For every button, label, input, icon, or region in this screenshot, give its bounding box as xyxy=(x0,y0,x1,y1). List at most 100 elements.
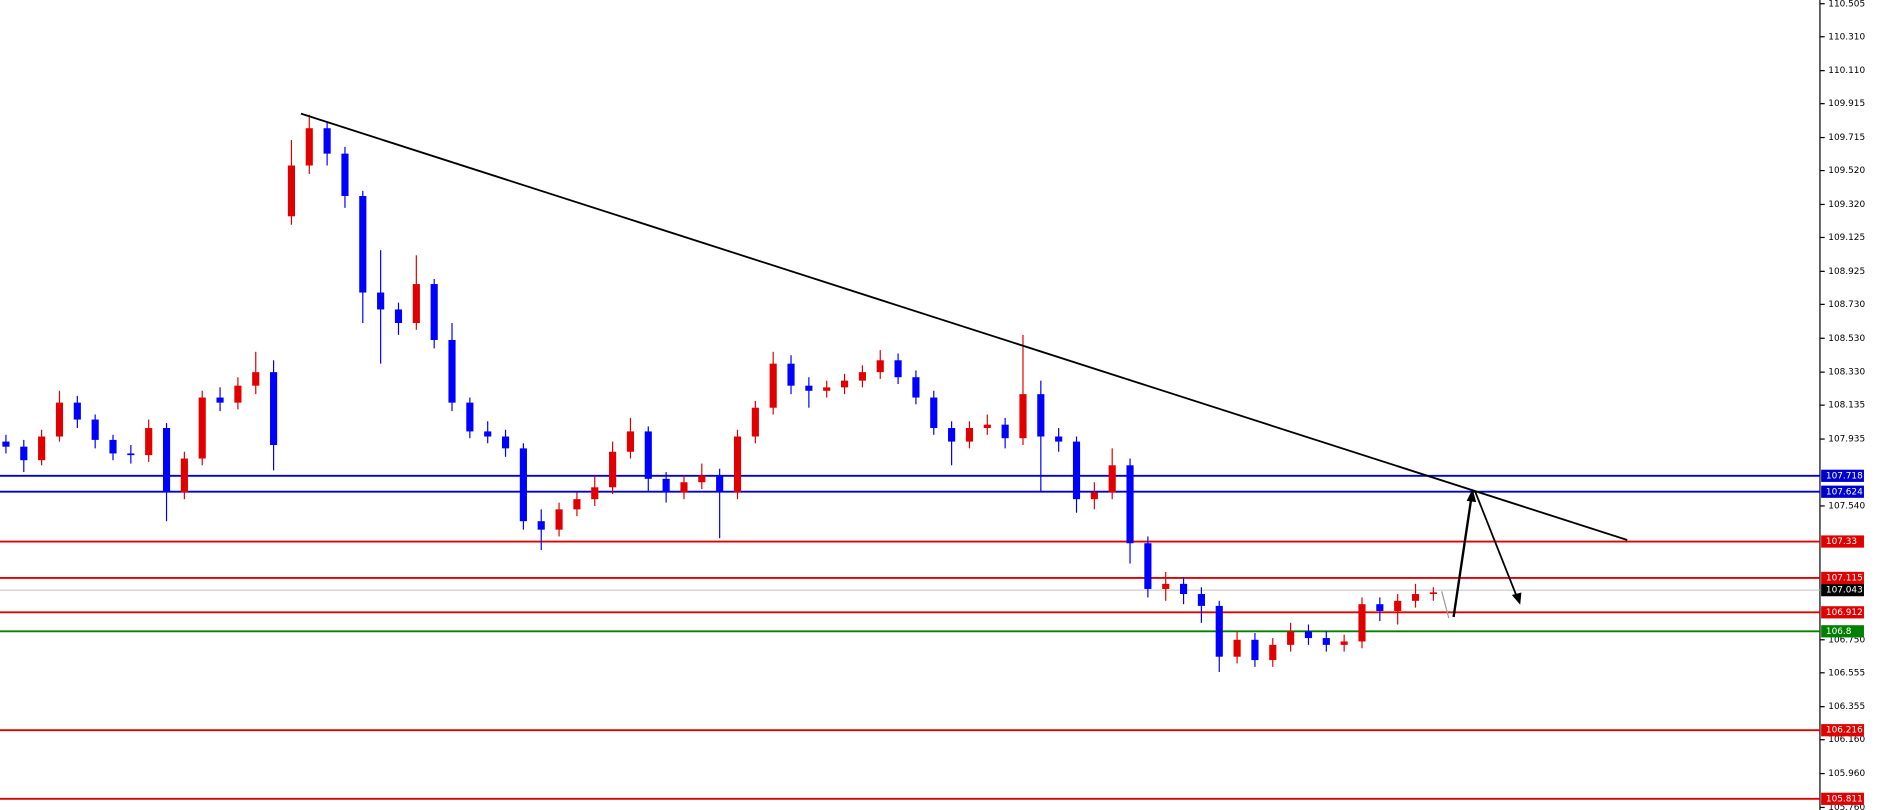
candle-body xyxy=(305,128,313,166)
candle-body xyxy=(1019,394,1027,439)
candle-body xyxy=(965,428,974,442)
level-tag xyxy=(1821,535,1864,548)
y-tick-label: 109.320 xyxy=(1828,200,1865,210)
y-tick-label: 106.355 xyxy=(1828,702,1865,712)
candle-body xyxy=(662,478,670,493)
y-tick-label: 105.960 xyxy=(1828,769,1865,779)
candle-body xyxy=(823,387,831,391)
level-label: 107.718 xyxy=(1826,471,1863,481)
y-tick-label: 108.530 xyxy=(1828,334,1865,344)
current-price-label: 107.043 xyxy=(1826,586,1863,596)
y-tick-label: 108.330 xyxy=(1828,368,1865,378)
y-tick-label: 109.520 xyxy=(1828,166,1865,176)
candle-body xyxy=(2,441,10,447)
candle-body xyxy=(216,397,224,403)
candle-body xyxy=(1072,441,1081,500)
candle-body xyxy=(377,292,385,310)
candle-body xyxy=(698,475,706,483)
level-tag xyxy=(1821,724,1864,737)
candle-body xyxy=(1001,424,1009,439)
candle-body xyxy=(359,195,367,293)
level-tag xyxy=(1821,606,1864,619)
candle-body xyxy=(1090,492,1098,500)
candle-body xyxy=(270,372,278,445)
candle-body xyxy=(858,372,866,381)
projection xyxy=(1441,591,1450,619)
y-tick-label: 105.760 xyxy=(1828,803,1865,810)
level-label: 105.811 xyxy=(1826,794,1863,804)
candle-body xyxy=(1376,604,1384,611)
candle-body xyxy=(609,451,617,488)
candle-body xyxy=(1179,583,1188,595)
y-tick-label: 109.715 xyxy=(1828,133,1865,143)
candle-body xyxy=(680,482,688,493)
candle-body xyxy=(573,499,581,510)
arrow-up-head xyxy=(1466,488,1477,503)
level-label: 106.216 xyxy=(1826,726,1863,736)
levels xyxy=(0,474,1820,800)
y-tick-label: 110.505 xyxy=(1828,0,1865,9)
candle-body xyxy=(1108,465,1116,493)
candle-body xyxy=(91,419,99,440)
candle-body xyxy=(716,475,724,493)
candle-body xyxy=(1215,605,1223,657)
axis-labels: 110.505 110.310 110.110 109.915 109.715 109.5… xyxy=(1819,0,1865,810)
candle-body xyxy=(341,153,349,196)
candle-body xyxy=(733,436,742,493)
candle-body xyxy=(751,407,759,437)
arrow-up xyxy=(1452,497,1473,618)
y-tick-label: 108.135 xyxy=(1828,401,1865,411)
level-label: 107.624 xyxy=(1826,487,1863,497)
candle-body xyxy=(644,431,652,479)
candle-body xyxy=(180,458,188,493)
y-tick-label: 109.125 xyxy=(1828,233,1865,243)
candle-body xyxy=(448,339,456,403)
level-label: 106.912 xyxy=(1826,608,1863,618)
candle-body xyxy=(876,360,884,373)
candle-body xyxy=(1197,594,1205,606)
trend-line xyxy=(300,112,1628,541)
candle-body xyxy=(162,428,171,493)
candle-body xyxy=(145,428,153,456)
candle-body xyxy=(1429,592,1437,595)
candle-body xyxy=(1394,600,1402,611)
candle-body xyxy=(412,284,420,324)
candle-body xyxy=(1287,631,1295,645)
candle-body xyxy=(234,385,242,403)
level-tag xyxy=(1821,469,1864,482)
y-tick-label: 107.935 xyxy=(1828,434,1865,444)
level-label: 107.33 xyxy=(1826,537,1857,547)
y-tick-label: 106.750 xyxy=(1828,635,1865,645)
candle-body xyxy=(537,521,545,530)
candle-body xyxy=(127,453,135,456)
y-tick-label: 106.555 xyxy=(1828,668,1865,678)
candle-body xyxy=(20,446,28,461)
candle-body xyxy=(1126,465,1134,544)
arrow-down-head xyxy=(1511,592,1522,605)
y-tick-label: 107.540 xyxy=(1828,501,1865,511)
candle-body xyxy=(912,377,920,398)
candle-body xyxy=(252,372,260,386)
candles xyxy=(2,114,1437,672)
level-label: 107.115 xyxy=(1826,573,1863,583)
y-tick-label: 110.310 xyxy=(1828,32,1865,42)
candle-body xyxy=(38,436,46,461)
candle-body xyxy=(55,402,64,437)
current-price-tag xyxy=(1821,584,1864,597)
candle-body xyxy=(501,436,510,449)
candle-body xyxy=(1340,641,1348,645)
candle-body xyxy=(555,509,563,530)
candle-body xyxy=(484,431,492,437)
candle-body xyxy=(769,363,777,408)
candle-body xyxy=(983,424,991,429)
candle-body xyxy=(787,363,795,386)
candle-body xyxy=(805,385,813,391)
candle-body xyxy=(1144,543,1152,589)
level-tag xyxy=(1821,485,1864,498)
candle-body xyxy=(1233,639,1241,657)
candle-body xyxy=(466,402,474,432)
candle-body xyxy=(323,128,331,154)
candle-body xyxy=(1411,594,1420,601)
